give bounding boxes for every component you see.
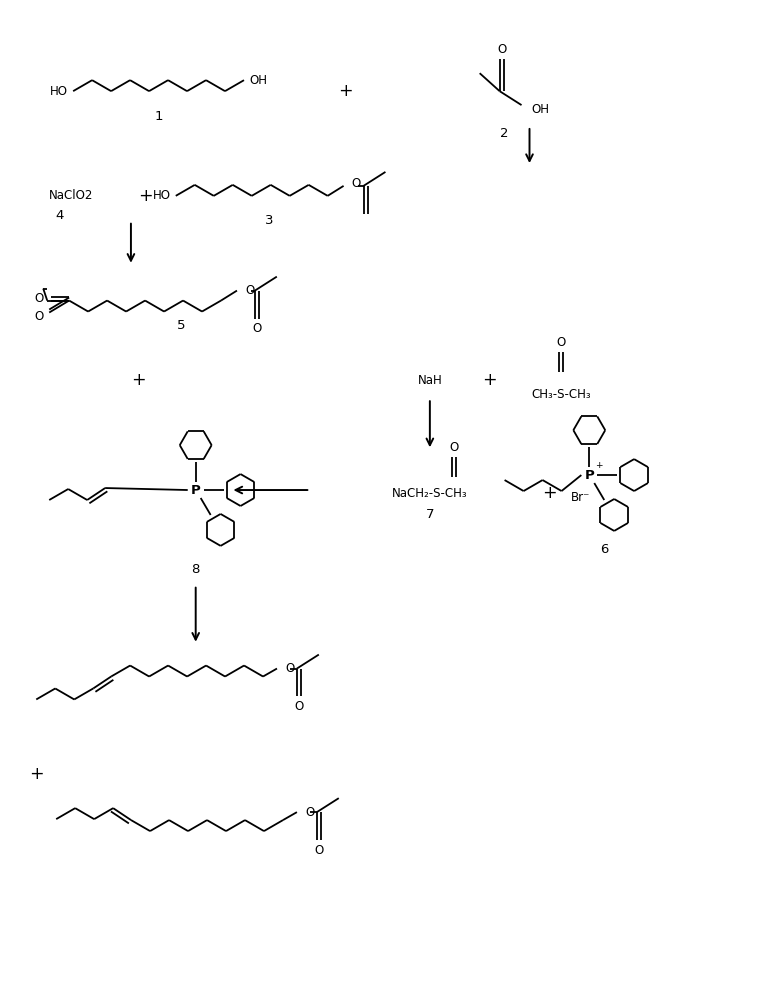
Text: NaH: NaH	[417, 374, 442, 387]
Text: 7: 7	[426, 508, 434, 521]
Text: P: P	[191, 484, 200, 497]
Text: HO: HO	[50, 85, 68, 98]
Text: O: O	[352, 177, 361, 190]
Text: O: O	[252, 322, 262, 335]
Text: P: P	[584, 469, 594, 482]
Text: O: O	[305, 806, 314, 819]
Text: O: O	[245, 284, 254, 297]
Text: +: +	[29, 765, 44, 783]
Text: CH₃-S-CH₃: CH₃-S-CH₃	[532, 388, 591, 401]
Text: 4: 4	[55, 209, 63, 222]
Text: 5: 5	[176, 319, 185, 332]
Text: +: +	[482, 371, 497, 389]
Text: +: +	[596, 461, 603, 470]
Text: O: O	[285, 662, 294, 675]
Text: 2: 2	[500, 127, 509, 140]
Text: OH: OH	[249, 74, 267, 87]
Text: O: O	[314, 844, 323, 857]
Text: +: +	[132, 371, 146, 389]
Text: NaCH₂-S-CH₃: NaCH₂-S-CH₃	[392, 487, 467, 500]
Text: OH: OH	[532, 103, 550, 116]
Text: O: O	[34, 310, 43, 323]
Text: 8: 8	[192, 563, 200, 576]
Text: Br⁻: Br⁻	[572, 491, 590, 504]
Text: O: O	[449, 441, 458, 454]
Text: O: O	[34, 292, 43, 305]
Text: 3: 3	[265, 214, 274, 227]
Text: O: O	[294, 700, 304, 713]
Text: O: O	[497, 43, 507, 56]
Text: 1: 1	[154, 110, 163, 123]
Text: NaClO2: NaClO2	[49, 189, 94, 202]
Text: 6: 6	[600, 543, 608, 556]
Text: O: O	[557, 336, 566, 349]
Text: +: +	[542, 484, 557, 502]
Text: +: +	[139, 187, 153, 205]
Text: HO: HO	[153, 189, 171, 202]
Text: +: +	[337, 82, 352, 100]
